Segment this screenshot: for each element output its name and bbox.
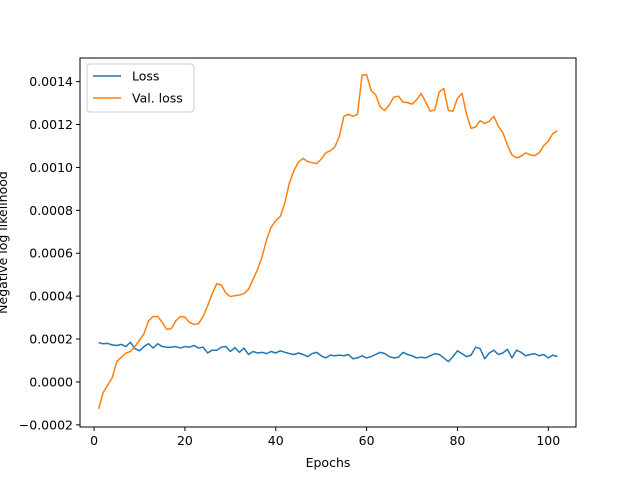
legend-label-val-loss: Val. loss (132, 91, 183, 106)
series-line-val-loss (97, 73, 558, 409)
x-axis: 0 20 40 60 80 100 (90, 427, 560, 448)
legend-label-loss: Loss (132, 69, 159, 84)
x-tick-label: 0 (90, 433, 98, 448)
series-layer (97, 73, 558, 409)
plot-frame (79, 57, 577, 428)
y-tick-label: 0.0014 (29, 74, 73, 89)
x-tick-label: 100 (536, 433, 560, 448)
x-tick-label: 40 (268, 433, 284, 448)
y-tick-label: 0.0004 (29, 289, 73, 304)
x-tick-label: 80 (449, 433, 465, 448)
y-axis-label: Negative log likelihood (0, 171, 10, 314)
series-line-loss (98, 341, 558, 363)
y-tick-label: 0.0006 (29, 246, 73, 261)
y-tick-label: −0.0002 (19, 417, 73, 432)
y-tick-label: 0.0010 (29, 160, 73, 175)
y-tick-label: 0.0002 (29, 332, 73, 347)
x-tick-label: 20 (177, 433, 193, 448)
y-tick-label: 0.0012 (29, 117, 73, 132)
y-axis: −0.0002 0.0000 0.0002 0.0004 0.0006 0.0008 0.0… (19, 74, 80, 432)
y-tick-label: 0.0000 (29, 374, 73, 389)
y-tick-label: 0.0008 (29, 203, 73, 218)
x-axis-label: Epochs (306, 455, 351, 470)
legend: Loss Val. loss (86, 63, 195, 113)
x-tick-label: 60 (359, 433, 375, 448)
